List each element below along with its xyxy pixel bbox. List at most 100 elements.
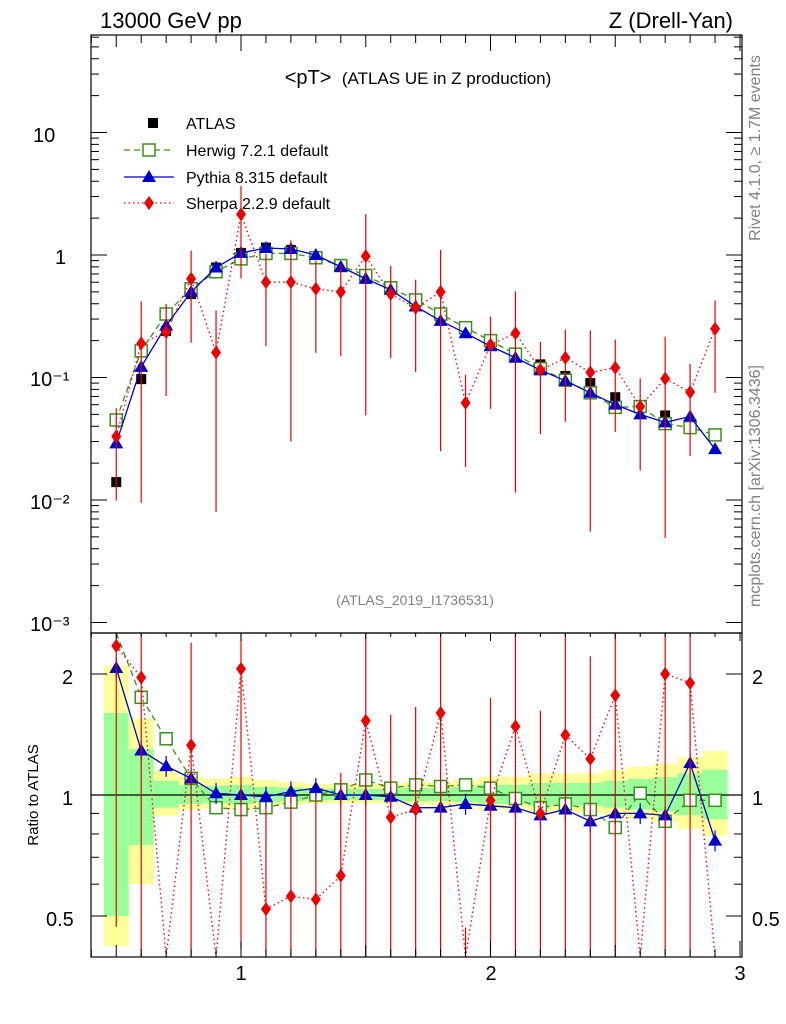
- ratio-sherpa-6: [260, 902, 271, 917]
- ratio-pythia-24: [708, 833, 723, 846]
- legend-pythia-label: Pythia 8.315 default: [186, 170, 328, 187]
- ratio-sherpa-5: [236, 661, 246, 676]
- point-sherpa-8: [310, 281, 321, 296]
- point-sherpa-18: [560, 350, 571, 365]
- analysis-id: (ATLAS_2019_I1736531): [336, 592, 494, 608]
- legend-herwig-marker: [142, 143, 156, 157]
- y-tick-label-10: 10: [33, 125, 55, 147]
- mcplots-label: mcplots.cern.ch [arXiv:1306.3436]: [747, 365, 764, 607]
- ratio-sherpa-20: [610, 688, 621, 703]
- ratio-pythia-8: [308, 781, 323, 794]
- ratio-pythia-6: [258, 789, 273, 802]
- point-sherpa-10: [360, 249, 371, 264]
- plot-title-main: <pT>: [285, 67, 332, 89]
- legend-sherpa-marker: [144, 196, 154, 210]
- ratio-ylabel: Ratio to ATLAS: [25, 744, 42, 845]
- legend-pythia-marker: [142, 170, 156, 182]
- point-sherpa-6: [260, 275, 271, 290]
- ratio-pythia-2: [159, 759, 174, 772]
- ratio-herwig-21: [633, 786, 647, 801]
- point-pythia-8: [308, 248, 323, 260]
- ratio-pythia-14: [458, 796, 473, 809]
- point-sherpa-9: [335, 284, 346, 299]
- ratio-plot-ticks: [90, 633, 742, 957]
- y-tick-label-0.01: 10⁻²: [30, 492, 70, 514]
- header-energy: 13000 GeV pp: [100, 8, 242, 33]
- ratio-herwig-24: [708, 793, 722, 808]
- ratio-sherpa-8: [310, 892, 321, 907]
- ratio-tick-label-0.5: 0.5: [46, 909, 74, 931]
- point-sherpa-13: [435, 284, 446, 299]
- point-pythia-14: [458, 326, 473, 339]
- ratio-series-sherpa: [111, 633, 716, 958]
- point-sherpa-11: [385, 287, 396, 302]
- ratio-pythia-21: [633, 806, 648, 819]
- legend-atlas-marker: [148, 118, 158, 128]
- rivet-label: Rivet 4.1.0, ≥ 1.7M events: [747, 55, 764, 241]
- ratio-sherpa-7: [285, 889, 296, 904]
- ratio-sherpa-23: [685, 675, 696, 690]
- point-sherpa-24: [710, 321, 721, 336]
- main-plot-ticks: [90, 35, 742, 623]
- point-sherpa-4: [211, 345, 222, 360]
- ratio-sherpa-9: [335, 868, 346, 883]
- plot-title: <pT> (ATLAS UE in Z production): [285, 67, 552, 89]
- ratio-tick-label-2: 2: [62, 667, 73, 689]
- ratio-plot-marks: [91, 632, 742, 958]
- point-sherpa-14: [460, 395, 471, 410]
- ratio-sherpa-13: [435, 705, 446, 720]
- x-tick-label-1: 1: [235, 963, 246, 985]
- point-pythia-4: [209, 260, 224, 273]
- y-tick-label-1: 1: [55, 247, 66, 269]
- main-plot-marks: [109, 186, 723, 538]
- ratio-herwig-2: [159, 732, 173, 746]
- ratio-tick-label-1: 1: [62, 788, 73, 810]
- plot-title-sub: (ATLAS UE in Z production): [342, 69, 551, 88]
- ratio-sherpa-19: [585, 751, 596, 766]
- point-herwig-24: [708, 428, 722, 442]
- point-sherpa-17: [535, 363, 546, 378]
- main-plot-panel: 10 1 10⁻¹ 10⁻² 10⁻³ <pT> (ATLAS UE in Z …: [30, 34, 743, 636]
- point-sherpa-5: [236, 207, 246, 222]
- ratio-plot-panel: 2 2 1 1 0.5 0.5 Ratio to ATLAS 1 2 3: [25, 632, 780, 985]
- point-sherpa-12: [410, 300, 421, 315]
- ratio-tick-label-1-right: 1: [752, 788, 763, 810]
- ratio-sherpa-0: [111, 638, 122, 653]
- ratio-sherpa-10: [360, 713, 371, 728]
- x-tick-label-3: 3: [734, 963, 745, 985]
- ratio-pythia-7: [283, 784, 298, 797]
- x-tick-label-2: 2: [485, 963, 496, 985]
- y-tick-label-0.001: 10⁻³: [30, 614, 70, 636]
- point-sherpa-2: [161, 325, 172, 340]
- legend-herwig-label: Herwig 7.2.1 default: [186, 143, 329, 160]
- ratio-band-green-2: [153, 780, 179, 808]
- ratio-sherpa-3: [186, 738, 197, 753]
- ratio-tick-label-2-right: 2: [752, 667, 763, 689]
- point-sherpa-19: [585, 365, 596, 380]
- ratio-sherpa-15: [485, 793, 496, 808]
- y-tick-label-0.1: 10⁻¹: [30, 369, 70, 391]
- point-pythia-6: [258, 241, 273, 254]
- ratio-sherpa-22: [660, 666, 671, 681]
- legend-sherpa-label: Sherpa 2.2.9 default: [186, 196, 331, 213]
- point-sherpa-23: [685, 385, 696, 400]
- ratio-sherpa-18: [560, 728, 571, 743]
- ratio-sherpa-16: [510, 719, 521, 734]
- point-sherpa-21: [635, 399, 646, 414]
- legend-atlas-label: ATLAS: [186, 116, 236, 133]
- header-process: Z (Drell-Yan): [609, 8, 733, 33]
- legend: ATLAS Herwig 7.2.1 default Pythia 8.315 …: [124, 116, 331, 213]
- point-sherpa-16: [510, 326, 521, 341]
- point-sherpa-15: [485, 337, 496, 352]
- ratio-sherpa-12: [410, 802, 421, 817]
- ratio-sherpa-1: [136, 670, 147, 685]
- ratio-pythia-4: [209, 786, 224, 799]
- ratio-herwig-14: [458, 778, 473, 792]
- point-sherpa-1: [136, 336, 147, 351]
- ratio-sherpa-11: [385, 810, 396, 825]
- ratio-sherpa-17: [535, 806, 546, 821]
- point-pythia-24: [708, 442, 723, 455]
- point-sherpa-7: [285, 275, 296, 290]
- point-sherpa-3: [186, 271, 197, 286]
